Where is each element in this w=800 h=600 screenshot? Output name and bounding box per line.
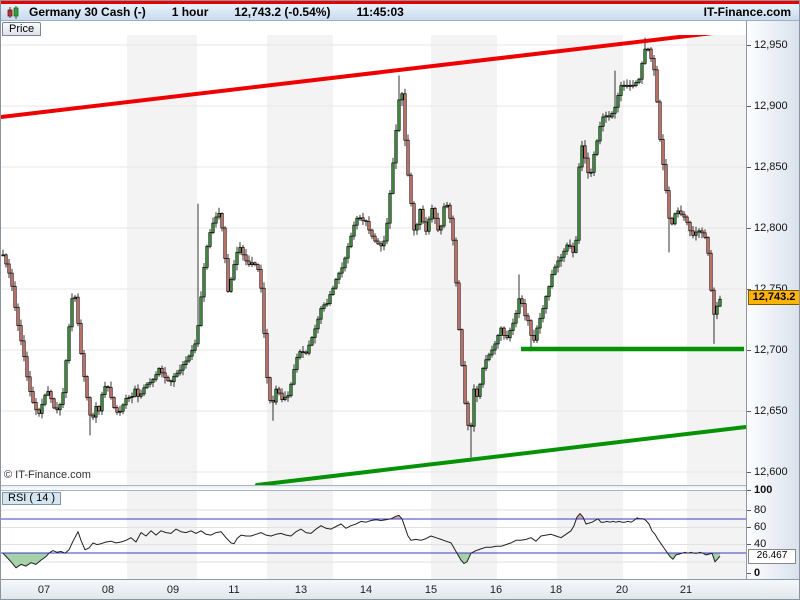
rsi-axis-label: 40 xyxy=(754,538,767,550)
rsi-axis-tick xyxy=(747,573,751,574)
time-axis-label: 21 xyxy=(679,584,693,596)
day-stripes-rsi xyxy=(127,491,746,579)
price-axis[interactable]: 12,743.2 26.467 12,950 12,900 12,850 12,800… xyxy=(746,21,799,579)
price-axis-tick xyxy=(747,45,751,46)
rsi-axis-tick xyxy=(747,544,751,545)
rsi-axis-label: 80 xyxy=(754,504,767,516)
time-axis-label: 18 xyxy=(549,584,563,596)
price-axis-tick xyxy=(747,167,751,168)
price-axis-tick xyxy=(747,289,751,290)
time-axis[interactable]: 07 08 09 11 13 14 15 16 18 20 21 xyxy=(1,579,799,599)
price-axis-label: 12,650 xyxy=(754,405,788,417)
timeframe-label: 1 hour xyxy=(171,5,209,19)
rsi-axis-tick xyxy=(747,510,751,511)
rsi-axis-label: 100 xyxy=(754,484,773,496)
price-axis-label: 12,700 xyxy=(754,344,788,356)
last-quote: 12,743.2 (-0.54%) xyxy=(234,5,331,19)
resistance-trendline[interactable] xyxy=(1,35,714,119)
time-axis-label: 07 xyxy=(37,584,51,596)
copyright-watermark: © IT-Finance.com xyxy=(4,469,91,481)
time-axis-label: 13 xyxy=(294,584,308,596)
time-axis-label: 16 xyxy=(489,584,503,596)
rsi-axis-tick xyxy=(747,527,751,528)
main-chart-canvas[interactable] xyxy=(1,35,746,485)
time-axis-label: 14 xyxy=(359,584,373,596)
brand-label: IT-Finance.com xyxy=(703,5,791,19)
price-axis-tick xyxy=(747,411,751,412)
tab-price[interactable]: Price xyxy=(2,22,42,36)
price-axis-tick xyxy=(747,472,751,473)
price-axis-tick xyxy=(747,106,751,107)
window-top-accent xyxy=(1,1,799,4)
instrument-name: Germany 30 Cash (-) xyxy=(29,5,146,19)
rsi-gridlines xyxy=(1,509,746,563)
time-axis-label: 11 xyxy=(228,584,240,596)
time-axis-label: 20 xyxy=(615,584,629,596)
chart-header: Germany 30 Cash (-) 1 hour 12,743.2 (-0.… xyxy=(1,4,799,21)
rsi-line xyxy=(2,513,721,569)
price-axis-label: 12,850 xyxy=(754,161,788,173)
rsi-axis-label: 0 xyxy=(754,567,761,579)
time-axis-label: 09 xyxy=(166,584,180,596)
day-stripes xyxy=(127,35,746,485)
candles-layer xyxy=(1,37,722,458)
support-trendline-diagonal[interactable] xyxy=(255,425,746,485)
rsi-chart-canvas[interactable] xyxy=(1,491,746,579)
rsi-axis-label: 60 xyxy=(754,521,767,533)
price-axis-tick xyxy=(747,228,751,229)
price-axis-label: 12,900 xyxy=(754,100,788,112)
current-rsi-tag: 26.467 xyxy=(748,549,796,564)
rsi-axis-tick xyxy=(747,490,751,491)
price-axis-label: 12,800 xyxy=(754,222,788,234)
time-axis-label: 08 xyxy=(101,584,115,596)
current-price-tag: 12,743.2 xyxy=(748,290,799,305)
candlestick-icon xyxy=(7,5,19,19)
session-time: 11:45:03 xyxy=(356,5,404,19)
tab-rsi-indicator[interactable]: RSI ( 14 ) xyxy=(2,492,62,505)
price-axis-label: 12,600 xyxy=(754,466,788,478)
price-axis-tick xyxy=(747,350,751,351)
panel-splitter[interactable] xyxy=(1,485,746,491)
time-axis-label: 15 xyxy=(424,584,438,596)
price-axis-label: 12,950 xyxy=(754,39,788,51)
